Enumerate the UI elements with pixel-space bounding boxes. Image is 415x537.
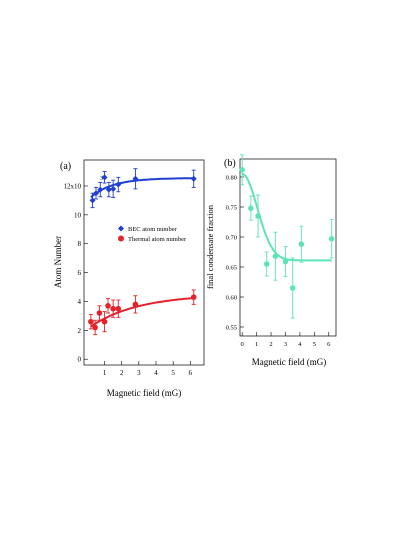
data-point [289,285,296,291]
y-tick-label: 0.70 [226,234,237,241]
panel-a-x-axis-label: Magnetic field (mG) [107,388,181,398]
panel-a-plot-frame [83,159,205,366]
panel-b-points [239,154,335,319]
x-tick-label: 3 [137,369,141,377]
x-tick-label: 4 [154,369,158,377]
data-point [298,241,305,247]
data-point [101,174,108,181]
data-point [115,181,122,188]
y-tick-label: 8 [78,240,82,248]
data-point [255,213,261,219]
y-tick-label: 0.65 [226,264,237,271]
x-tick-label: 5 [313,341,316,348]
x-tick-label: 2 [269,341,272,348]
panel-a-x-ticks: 1 2 3 4 5 6 [103,361,193,377]
data-point [190,294,197,300]
data-point [110,185,117,192]
data-point [105,186,112,193]
panel-b-label: (b) [224,158,236,169]
x-tick-label: 4 [298,341,302,348]
x-tick-label: 3 [284,341,287,348]
panel-b: (b) 0.55 0.60 0.65 0.70 0.75 0.80 0 1 2 3 4 5 6 fin… [205,154,337,367]
y-tick-label: 0.80 [226,174,237,181]
data-point [190,175,197,182]
legend-bec-marker [118,225,124,232]
data-point [88,318,94,325]
data-point [272,253,279,259]
panel-b-y-ticks: 0.55 0.60 0.65 0.70 0.75 0.80 [226,174,244,331]
data-point [132,301,139,308]
panel-b-plot-frame [239,158,337,337]
legend-thermal-label: Thermal atom number [128,236,187,243]
data-point [96,310,103,316]
panel-a-y-ticks: 0 2 4 6 8 10 12x10 [64,182,88,364]
panel-b-x-axis-label: Magnetic field (mG) [252,357,326,367]
data-point [97,186,104,193]
data-point [282,258,289,265]
fit-curve-0 [90,177,194,198]
x-tick-label: 1 [103,369,107,377]
y-tick-label: 0.75 [226,204,237,211]
y-tick-label: 2 [78,327,82,335]
y-tick-label: 10 [74,211,82,219]
data-point [105,303,111,309]
legend-thermal-marker [118,235,124,242]
y-tick-label: 0.55 [226,324,237,331]
panel-a-fits [90,177,194,328]
data-point [110,305,116,312]
y-tick-label: 0.60 [226,294,237,301]
legend-bec-label: BEC atom number [128,226,178,233]
panel-b-y-axis-label: final condensate fraction [205,204,215,289]
panel-a-label: (a) [60,161,71,172]
x-tick-label: 2 [120,369,124,377]
x-tick-label: 1 [255,341,258,348]
data-point [92,324,98,331]
fit-curve-1 [90,297,194,328]
y-tick-label: 4 [78,298,82,306]
data-point [93,190,99,197]
data-point [101,318,108,325]
x-tick-label: 5 [171,369,175,377]
data-point [239,167,245,173]
data-point [263,261,270,267]
data-point [328,236,335,242]
x-tick-label: 0 [241,341,244,348]
panel-a-legend: BEC atom number Thermal atom number [118,225,187,243]
data-point [132,175,139,182]
y-tick-label: 12x10 [64,182,82,190]
data-point [115,305,122,312]
x-tick-label: 6 [189,369,193,377]
panel-a-exponent: 3 [100,176,103,182]
panel-a-points [88,168,197,336]
y-tick-label: 0 [78,356,82,364]
data-point [89,197,96,204]
data-point [248,205,254,211]
panel-a: (a) 0 2 4 6 8 10 12x10 1 2 3 4 5 6 3 Atom Number Ma… [53,159,205,398]
x-tick-label: 6 [327,341,331,348]
panel-b-x-ticks: 0 1 2 3 4 5 6 [241,332,331,348]
panel-a-y-axis-label: Atom Number [53,236,63,288]
y-tick-label: 6 [78,269,82,277]
